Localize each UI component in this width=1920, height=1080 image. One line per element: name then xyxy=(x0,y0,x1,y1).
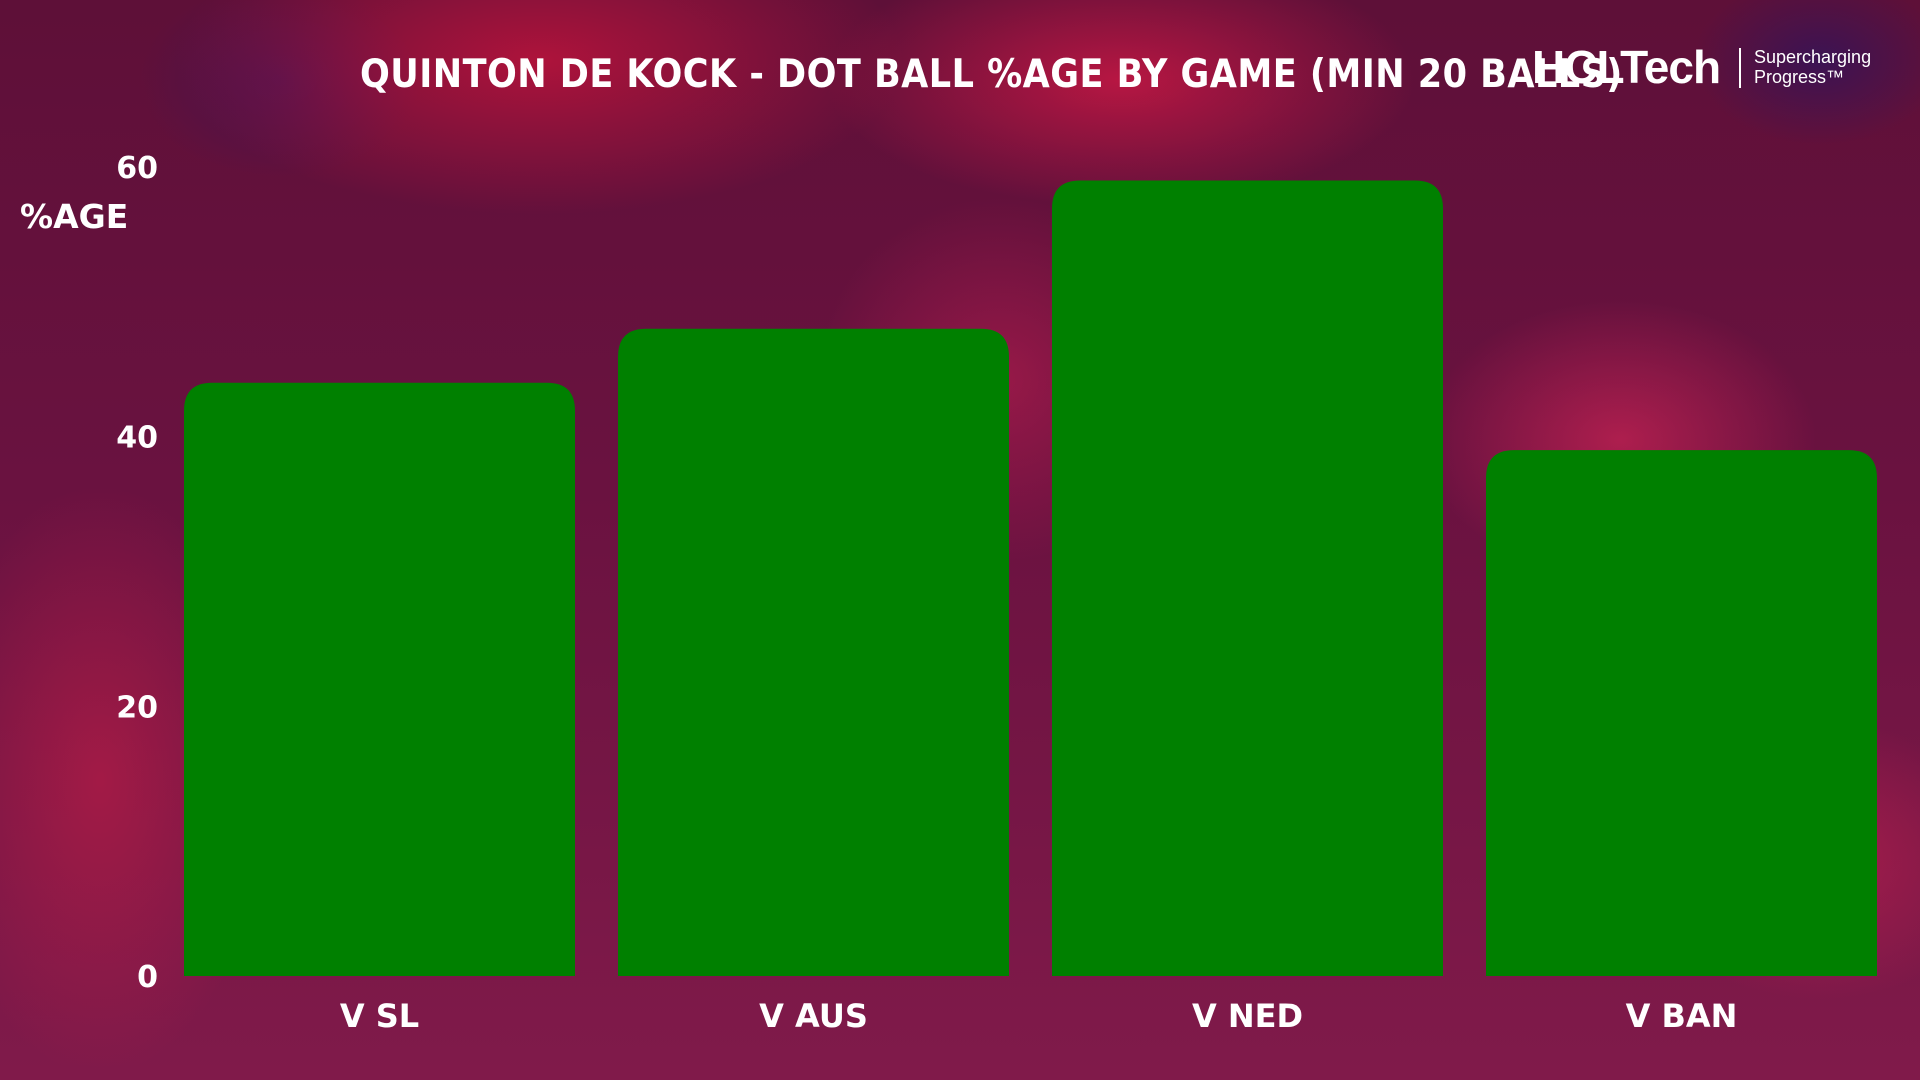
y-axis-label: %AGE xyxy=(20,197,129,236)
chart-title: QUINTON DE KOCK - DOT BALL %AGE BY GAME … xyxy=(360,52,1623,97)
brand-tagline-line2: Progress™ xyxy=(1754,67,1845,87)
hcltech-logo: HCLTech Supercharging Progress™ xyxy=(1532,40,1892,100)
y-tick-label: 0 xyxy=(137,960,158,995)
brand-divider xyxy=(1739,48,1741,88)
y-tick-label: 20 xyxy=(116,690,158,725)
brand-name: HCLTech xyxy=(1532,41,1721,93)
x-tick-label: V NED xyxy=(1192,997,1303,1035)
bar xyxy=(1486,450,1877,976)
x-tick-label: V SL xyxy=(340,997,419,1035)
bar xyxy=(1052,180,1443,976)
x-tick-label: V BAN xyxy=(1626,997,1738,1035)
bar xyxy=(618,328,1009,976)
y-tick-label: 40 xyxy=(116,421,158,456)
y-tick-label: 60 xyxy=(116,151,158,186)
brand-tagline: Supercharging Progress™ xyxy=(1754,47,1894,87)
x-tick-label: V AUS xyxy=(759,997,868,1035)
brand-tagline-line1: Supercharging xyxy=(1754,47,1872,67)
bar xyxy=(184,382,575,976)
